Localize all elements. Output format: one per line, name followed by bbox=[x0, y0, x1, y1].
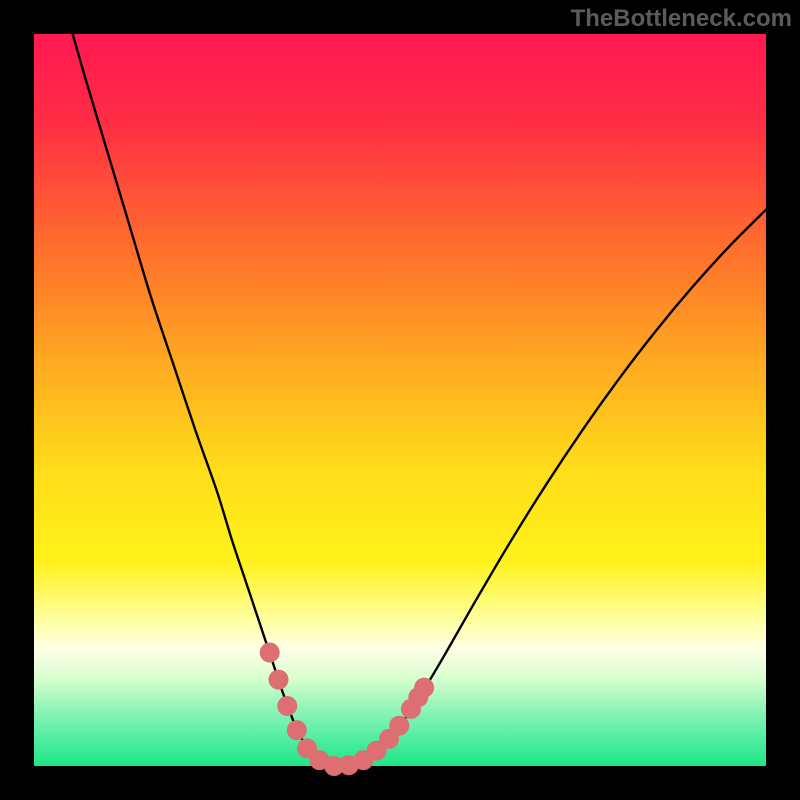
plot-background-gradient bbox=[34, 34, 766, 766]
curve-marker bbox=[268, 670, 288, 690]
curve-marker bbox=[277, 696, 297, 716]
bottleneck-curve-chart bbox=[0, 0, 800, 800]
chart-container: TheBottleneck.com bbox=[0, 0, 800, 800]
curve-marker bbox=[260, 643, 280, 663]
curve-marker bbox=[389, 716, 409, 736]
curve-marker bbox=[414, 678, 434, 698]
curve-marker bbox=[287, 720, 307, 740]
watermark-label: TheBottleneck.com bbox=[571, 5, 792, 33]
